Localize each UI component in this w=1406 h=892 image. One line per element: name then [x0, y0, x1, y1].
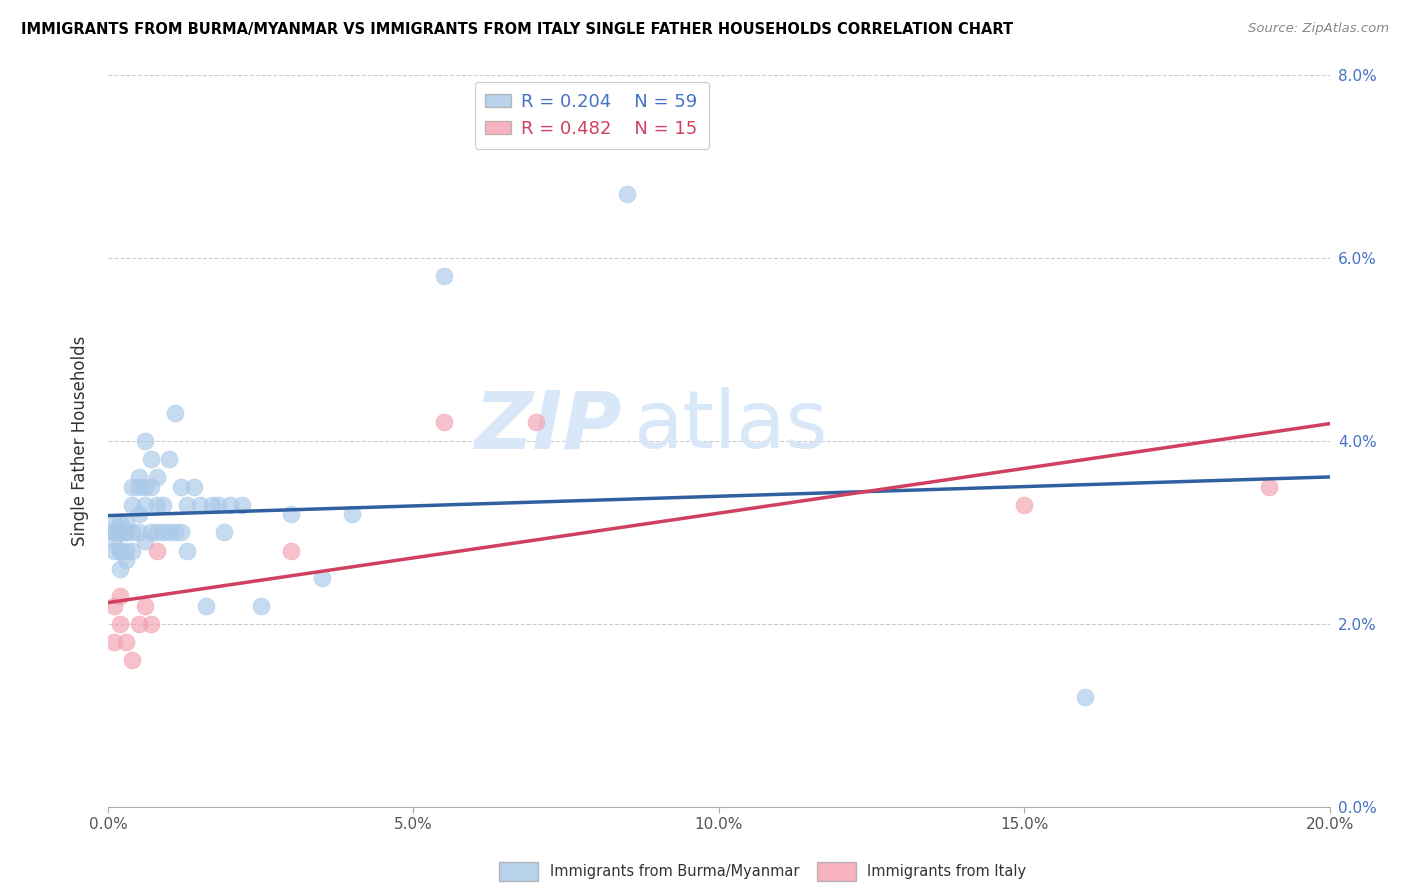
Point — [280, 507, 302, 521]
Point — [207, 498, 229, 512]
Point — [157, 452, 180, 467]
Point — [249, 599, 271, 613]
Point — [194, 599, 217, 613]
Point — [115, 553, 138, 567]
Point — [121, 479, 143, 493]
Point — [128, 525, 150, 540]
Point — [128, 479, 150, 493]
Point — [103, 525, 125, 540]
Point — [342, 507, 364, 521]
Y-axis label: Single Father Households: Single Father Households — [72, 335, 89, 546]
Point — [219, 498, 242, 512]
Point — [128, 507, 150, 521]
Point — [433, 416, 456, 430]
Point — [183, 479, 205, 493]
Legend: R = 0.204    N = 59, R = 0.482    N = 15: R = 0.204 N = 59, R = 0.482 N = 15 — [474, 82, 709, 149]
Point — [115, 525, 138, 540]
Point — [115, 516, 138, 530]
Point — [1074, 690, 1097, 705]
Point — [188, 498, 211, 512]
Point — [121, 653, 143, 667]
Point — [108, 543, 131, 558]
Point — [231, 498, 253, 512]
Point — [134, 434, 156, 448]
Point — [170, 479, 193, 493]
Point — [146, 543, 169, 558]
Point — [108, 543, 131, 558]
Point — [115, 525, 138, 540]
Point — [165, 406, 187, 420]
Point — [176, 543, 198, 558]
Point — [108, 616, 131, 631]
Point — [134, 498, 156, 512]
Text: IMMIGRANTS FROM BURMA/MYANMAR VS IMMIGRANTS FROM ITALY SINGLE FATHER HOUSEHOLDS : IMMIGRANTS FROM BURMA/MYANMAR VS IMMIGRA… — [21, 22, 1014, 37]
Point — [103, 525, 125, 540]
Point — [134, 534, 156, 549]
Point — [433, 268, 456, 283]
Point — [139, 525, 162, 540]
Point — [524, 416, 547, 430]
Point — [103, 516, 125, 530]
Point — [108, 525, 131, 540]
Text: atlas: atlas — [633, 387, 828, 465]
Point — [139, 479, 162, 493]
Point — [165, 525, 187, 540]
Point — [616, 186, 638, 201]
Point — [115, 635, 138, 649]
Point — [134, 479, 156, 493]
Text: Source: ZipAtlas.com: Source: ZipAtlas.com — [1249, 22, 1389, 36]
Point — [146, 470, 169, 484]
Point — [139, 616, 162, 631]
Point — [1257, 479, 1279, 493]
Point — [146, 498, 169, 512]
Point — [1014, 498, 1036, 512]
Point — [134, 599, 156, 613]
Point — [139, 452, 162, 467]
Point — [280, 543, 302, 558]
Point — [212, 525, 235, 540]
Text: Immigrants from Burma/Myanmar: Immigrants from Burma/Myanmar — [550, 864, 799, 879]
Point — [103, 599, 125, 613]
Point — [157, 525, 180, 540]
Point — [121, 525, 143, 540]
Point — [128, 616, 150, 631]
Point — [152, 525, 174, 540]
Point — [121, 543, 143, 558]
Point — [103, 543, 125, 558]
Point — [103, 635, 125, 649]
Point — [108, 562, 131, 576]
Point — [152, 498, 174, 512]
Point — [108, 590, 131, 604]
Text: Immigrants from Italy: Immigrants from Italy — [868, 864, 1026, 879]
Point — [146, 525, 169, 540]
Point — [170, 525, 193, 540]
Point — [121, 498, 143, 512]
Point — [108, 525, 131, 540]
Point — [176, 498, 198, 512]
Text: ZIP: ZIP — [474, 387, 621, 465]
Point — [115, 543, 138, 558]
Point — [201, 498, 224, 512]
Point — [103, 534, 125, 549]
Point — [311, 571, 333, 585]
Point — [128, 470, 150, 484]
Point — [108, 516, 131, 530]
